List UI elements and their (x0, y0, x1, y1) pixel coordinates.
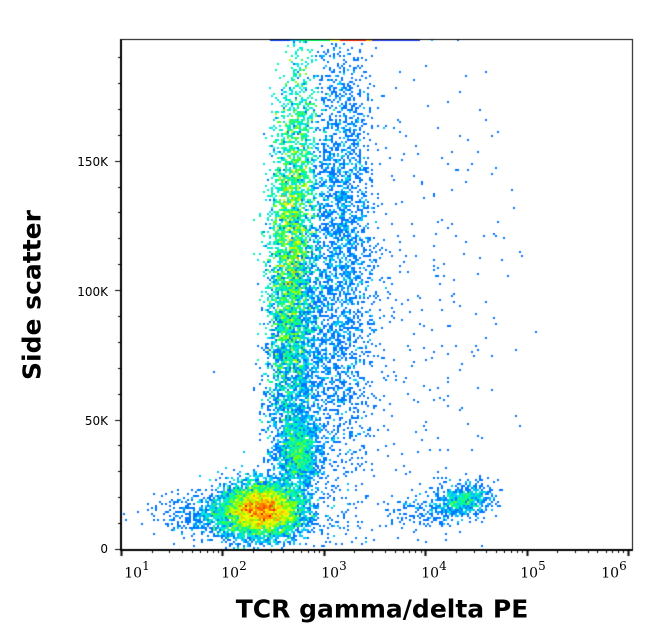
x-tick-label-10e2: 102 (221, 559, 247, 582)
y-tick-label-100k: 100K (77, 285, 108, 299)
x-tick-label-10e1: 101 (124, 559, 150, 582)
x-tick-label-10e3: 103 (321, 559, 347, 582)
y-tick-label-150k: 150K (77, 155, 108, 169)
y-axis-label: Side scatter (17, 210, 47, 380)
x-tick-label-10e6: 106 (601, 559, 627, 582)
y-tick-label-0: 0 (100, 542, 108, 556)
x-tick-label-10e5: 105 (520, 559, 546, 582)
y-tick-label-50k: 50K (84, 414, 108, 428)
x-tick-label-10e4: 104 (421, 559, 447, 582)
x-axis-label: TCR gamma/delta PE (235, 594, 529, 624)
